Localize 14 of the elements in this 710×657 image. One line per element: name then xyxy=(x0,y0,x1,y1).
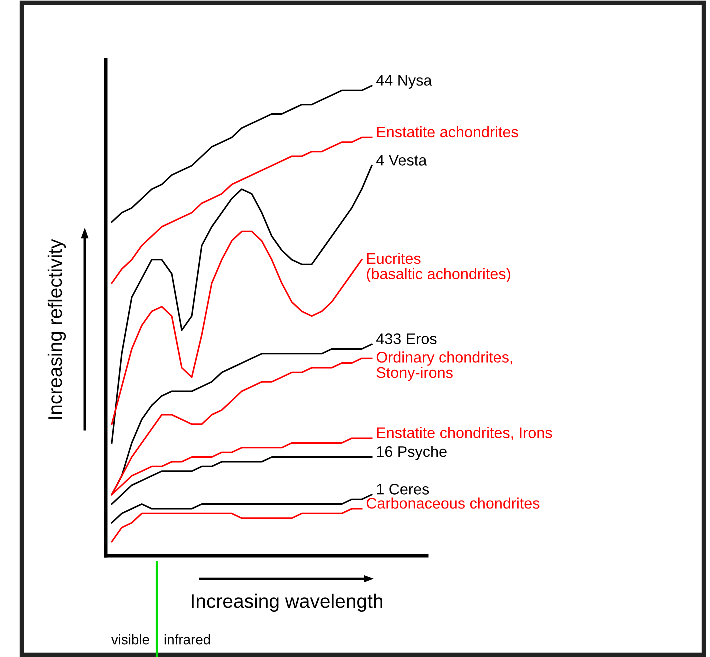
series-label: Enstatite chondrites, Irons xyxy=(377,427,552,440)
series-label: 16 Psyche xyxy=(377,446,447,460)
series-label: 44 Nysa xyxy=(376,75,432,89)
series-label: Ordinary chondrites, Stony-irons xyxy=(376,352,512,382)
x-axis-title: Increasing wavelength xyxy=(192,594,382,612)
series-label: 433 Eros xyxy=(376,334,437,344)
series-label: Carbonaceous chondrites xyxy=(366,498,540,509)
series-label: Eucrites (basaltic achondrites) xyxy=(367,252,510,283)
series-label: Enstatite achondrites xyxy=(377,126,518,138)
series-label: 4 Vesta xyxy=(376,155,428,166)
series-label: 1 Ceres xyxy=(377,484,430,495)
text: infrared xyxy=(164,634,210,645)
y-axis-title: Increasing reflectivity xyxy=(48,239,66,419)
text: visible xyxy=(111,634,150,645)
